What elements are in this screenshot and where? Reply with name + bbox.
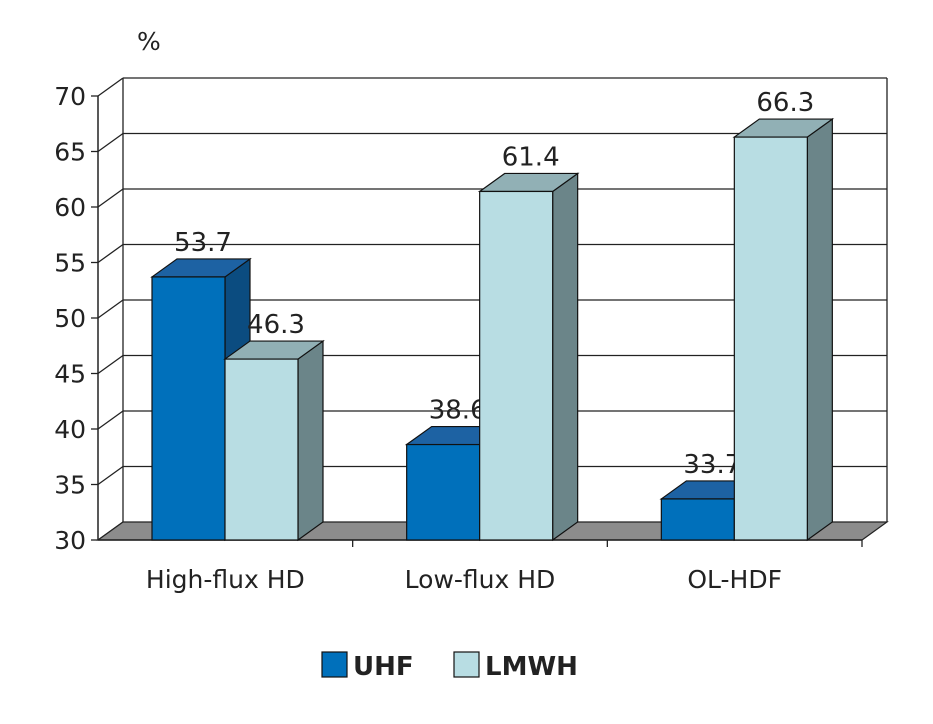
gridline-side — [97, 299, 124, 319]
legend-swatch — [321, 651, 348, 678]
y-tick-label: 55 — [54, 249, 86, 278]
y-axis-label: % — [137, 27, 161, 56]
data-label: 46.3 — [247, 310, 305, 340]
bar-side — [552, 172, 579, 542]
bar-side — [297, 339, 324, 542]
y-tick-label: 60 — [54, 193, 86, 222]
data-label: 53.7 — [174, 228, 232, 258]
legend-swatch — [453, 651, 480, 678]
gridline-side — [97, 354, 124, 375]
y-tick-label: 40 — [54, 415, 86, 444]
gridline-side — [97, 465, 124, 486]
x-tick-label: High-flux HD — [146, 565, 305, 594]
bar-front — [151, 276, 226, 541]
legend-label: LMWH — [485, 652, 578, 682]
data-label: 33.7 — [683, 450, 741, 480]
y-tick-label: 65 — [54, 138, 86, 167]
legend-item-uhf: UHF — [321, 651, 414, 682]
y-tick-label: 70 — [54, 82, 86, 111]
gridline-side — [97, 243, 124, 264]
bar-front — [224, 358, 299, 541]
bar-lmwh — [223, 339, 325, 542]
data-label: 38.6 — [429, 396, 487, 426]
gridline-side — [97, 188, 124, 208]
bar-lmwh — [732, 117, 835, 542]
bar-side — [806, 117, 833, 542]
gridline-side — [97, 410, 124, 430]
legend-item-lmwh: LMWH — [453, 651, 578, 682]
y-tick-label: 35 — [54, 471, 86, 500]
y-tick-label: 30 — [54, 526, 86, 555]
bar-front — [406, 443, 481, 541]
bar-front — [479, 190, 554, 541]
bar-front — [660, 498, 735, 541]
y-tick-label: 45 — [54, 360, 86, 389]
data-label: 66.3 — [756, 88, 814, 118]
x-tick-label: OL-HDF — [687, 565, 782, 594]
gridline-side — [97, 132, 124, 153]
bar-front — [733, 136, 808, 541]
gridline-side — [97, 77, 124, 97]
bar-lmwh — [477, 172, 580, 542]
legend-label: UHF — [353, 652, 414, 682]
y-tick-label: 50 — [54, 304, 86, 333]
x-tick-label: Low-flux HD — [405, 565, 556, 594]
data-label: 61.4 — [502, 142, 560, 172]
